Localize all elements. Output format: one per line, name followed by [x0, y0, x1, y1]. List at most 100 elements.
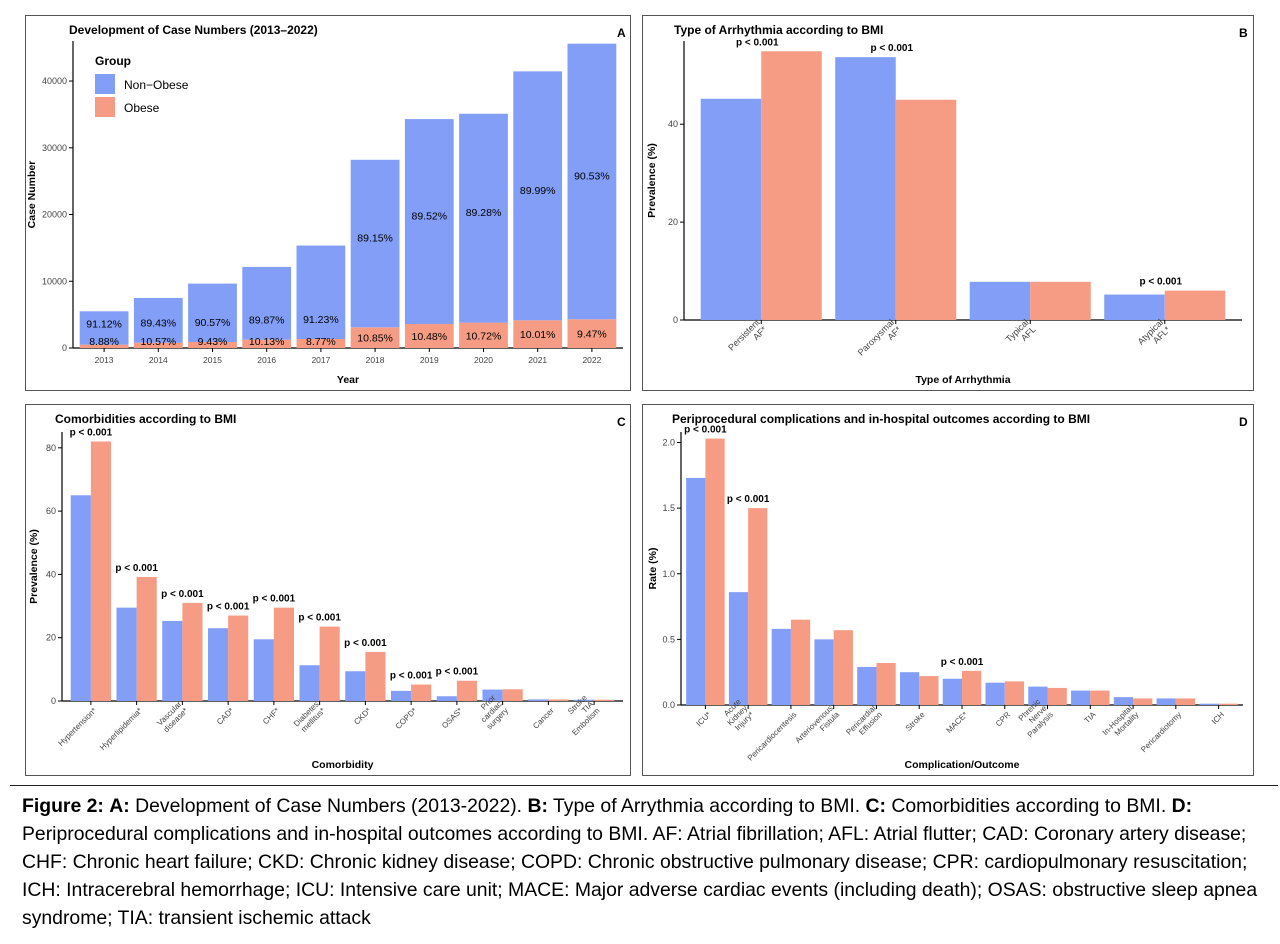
bar-non-obese [79, 311, 129, 345]
bar-obese [1218, 703, 1238, 705]
bar-non-obese [899, 672, 920, 705]
bar-non-obese [133, 297, 183, 343]
bar-obese [296, 338, 346, 348]
bar-non-obese [253, 639, 274, 701]
panel-c-chart: C Comorbidities according to BMI Prevalenc… [25, 404, 631, 776]
bar-obese [761, 51, 822, 321]
y-tick-label: 40 [46, 569, 56, 579]
bar-obese [513, 320, 563, 348]
p-value-annotation: p < 0.001 [344, 638, 387, 649]
label-obese-pct: 10.57% [140, 336, 176, 348]
bar-non-obese [857, 666, 877, 705]
bar-obese [790, 619, 811, 705]
bar-obese [594, 699, 615, 701]
bar-non-obese [482, 689, 503, 701]
legend-label-non-obese: Non−Obese [124, 78, 189, 92]
legend-title: Group [95, 54, 131, 68]
bar-obese [350, 327, 400, 348]
panel-frame [642, 404, 1254, 776]
bar-obese [365, 651, 386, 701]
bar-non-obese [942, 678, 962, 705]
bar-non-obese [1156, 698, 1176, 705]
y-axis-label: Prevalence (%) [28, 529, 40, 604]
bar-non-obese [188, 283, 237, 342]
label-non-obese-pct: 89.99% [520, 185, 556, 197]
bar-obese [456, 680, 478, 701]
y-tick-label: 30000 [42, 143, 67, 153]
bar-non-obese [985, 682, 1005, 705]
p-value-annotation: p < 0.001 [70, 427, 113, 438]
x-axis-label: Year [337, 374, 359, 386]
panel-title: Type of Arrhythmia according to BMI [674, 23, 883, 37]
p-value-annotation: p < 0.001 [390, 671, 433, 682]
legend-swatch-obese [95, 97, 115, 117]
panel-letter: B [1239, 26, 1248, 40]
figure-divider [10, 785, 1278, 786]
bar-non-obese [436, 696, 457, 701]
p-value-annotation: p < 0.001 [207, 602, 250, 613]
legend-swatch-non-obese [95, 74, 115, 94]
bar-obese [136, 576, 157, 701]
bar-obese [962, 670, 982, 705]
caption-b-label: B: [527, 795, 548, 817]
caption-figure-label: Figure 2: [22, 795, 104, 817]
p-value-annotation: p < 0.001 [684, 425, 727, 436]
y-tick-label: 0 [51, 696, 56, 706]
label-non-obese-pct: 90.53% [574, 170, 610, 182]
bar-obese [79, 344, 129, 348]
bar-non-obese [207, 628, 229, 701]
p-value-annotation: p < 0.001 [1139, 277, 1182, 288]
y-axis-label: Prevalence (%) [646, 143, 658, 218]
caption-c-label: C: [865, 795, 886, 817]
bar-obese [133, 342, 183, 348]
panel-frame [25, 404, 631, 776]
label-obese-pct: 10.01% [520, 329, 556, 341]
bar-obese [705, 438, 725, 705]
y-tick-label: 60 [46, 506, 56, 516]
label-non-obese-pct: 89.87% [249, 315, 285, 327]
label-obese-pct: 8.77% [306, 336, 336, 348]
label-non-obese-pct: 90.57% [195, 317, 231, 329]
bar-non-obese [814, 639, 834, 705]
x-tick-label: 2022 [582, 355, 601, 365]
bar-obese [1175, 698, 1196, 705]
caption-a-label: A: [109, 795, 130, 817]
y-tick-label: 20 [46, 633, 56, 643]
y-tick-label: 0 [673, 315, 678, 325]
bar-non-obese [1113, 697, 1134, 705]
bar-non-obese [350, 159, 400, 328]
p-value-annotation: p < 0.001 [115, 563, 158, 574]
y-tick-label: 1.0 [662, 569, 675, 579]
legend-label-obese: Obese [124, 101, 160, 115]
panel-letter: C [617, 415, 626, 429]
p-value-annotation: p < 0.001 [161, 589, 204, 600]
x-tick-label: 2020 [474, 355, 493, 365]
x-tick-label: 2016 [257, 355, 276, 365]
bar-obese [1090, 690, 1110, 705]
bar-non-obese [404, 119, 454, 324]
bar-obese [404, 323, 454, 348]
bar-obese [188, 341, 237, 348]
bar-non-obese [771, 628, 791, 705]
bar-non-obese [162, 620, 183, 701]
x-tick-label: 2015 [203, 355, 222, 365]
bar-non-obese [242, 266, 292, 340]
panel-title: Comorbidities according to BMI [55, 412, 236, 426]
label-obese-pct: 10.85% [357, 333, 393, 345]
panel-title: Development of Case Numbers (2013–2022) [69, 23, 318, 37]
caption-c-text: Comorbidities according to BMI. [891, 795, 1167, 817]
bar-obese [1004, 681, 1025, 705]
y-tick-label: 40000 [42, 76, 67, 86]
panel-letter: D [1239, 415, 1248, 429]
bar-obese [1047, 687, 1067, 705]
bar-non-obese [513, 71, 563, 321]
x-axis-label: Complication/Outcome [905, 759, 1020, 771]
y-axis-label: Case Number [26, 161, 38, 229]
label-obese-pct: 10.13% [249, 336, 285, 348]
label-obese-pct: 10.48% [411, 331, 447, 343]
bar-non-obese [686, 477, 706, 705]
x-tick-label: 2017 [311, 355, 330, 365]
caption-d-text: Periprocedural complications and in-hosp… [22, 823, 1258, 929]
x-tick-label: 2019 [420, 355, 439, 365]
